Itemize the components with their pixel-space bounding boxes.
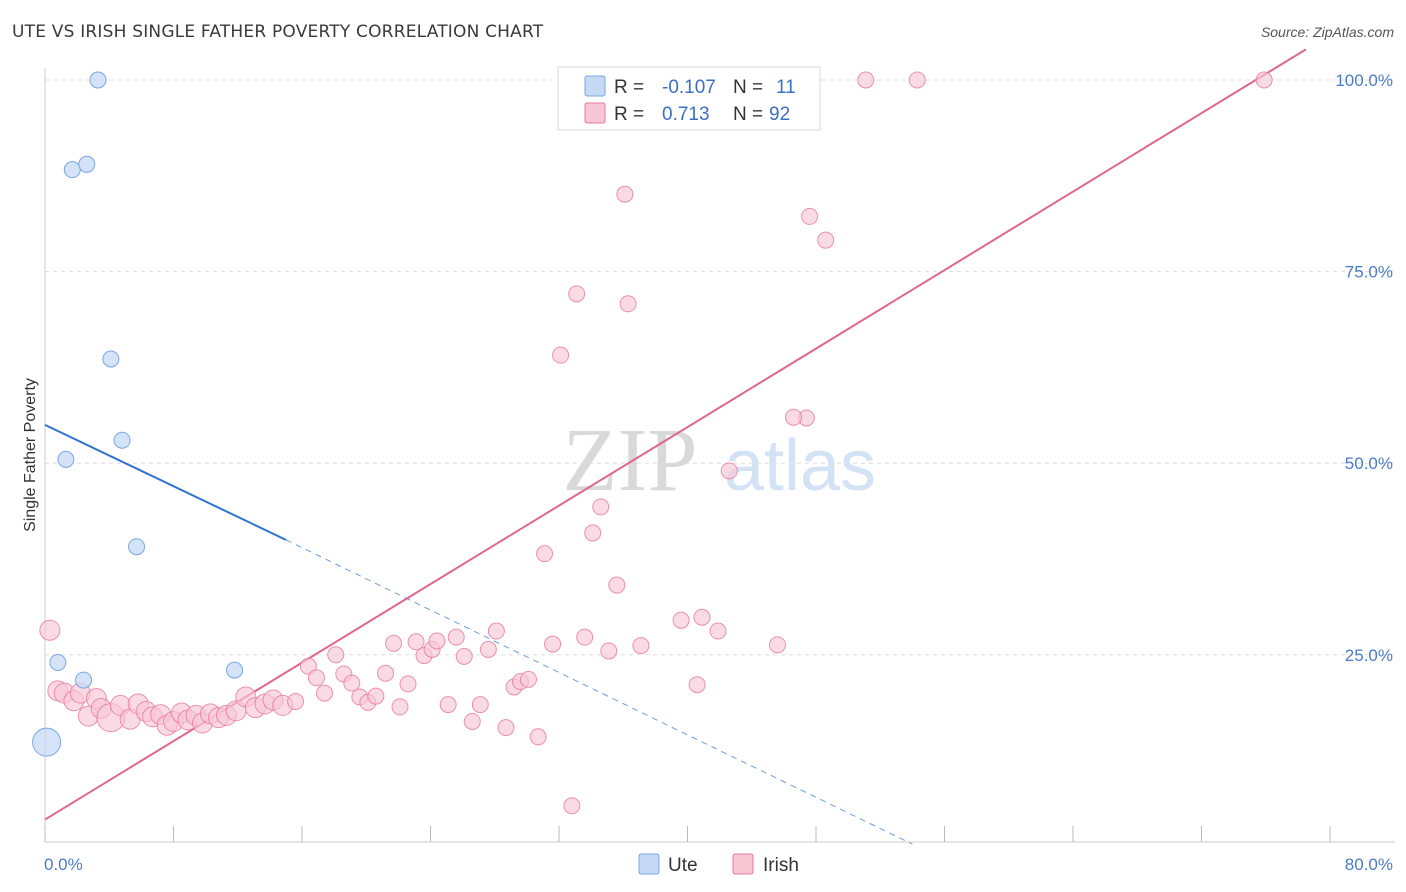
y-axis-title: Single Father Poverty <box>22 378 39 532</box>
ute-n-value: 11 <box>776 77 796 98</box>
irish-point <box>471 696 489 714</box>
irish-point <box>487 622 505 640</box>
irish-trend-line <box>44 48 1307 821</box>
irish-point <box>619 295 637 313</box>
x-tick-label: 0.0% <box>44 855 83 874</box>
ute-point <box>32 727 62 757</box>
irish-point <box>529 728 547 746</box>
irish-point <box>497 719 515 737</box>
irish-point <box>299 657 317 675</box>
irish-point <box>552 346 570 364</box>
ute-swatch <box>584 75 606 97</box>
irish-n-label: N = <box>733 104 763 125</box>
irish-n-value: 92 <box>769 104 790 125</box>
irish-point <box>287 693 305 711</box>
legend-stats: R = -0.107 N = 11 R = 0.713 N = 92 <box>557 66 821 131</box>
irish-point <box>455 647 473 665</box>
tick-labels: 25.0% 50.0% 75.0% 100.0% 0.0% 80.0% <box>44 71 1393 874</box>
ute-point <box>128 538 146 556</box>
axes <box>44 68 1395 843</box>
irish-point <box>544 635 562 653</box>
legend-ute-swatch <box>638 853 660 875</box>
irish-point <box>616 185 634 203</box>
irish-point <box>463 712 481 730</box>
irish-point <box>801 207 819 225</box>
irish-point <box>576 628 594 646</box>
y-tick-label: 75.0% <box>1345 263 1393 282</box>
ute-r-label: R = <box>614 77 644 98</box>
ute-point <box>89 71 107 89</box>
irish-point <box>817 231 835 249</box>
y-tick-label: 100.0% <box>1335 71 1393 90</box>
ute-point <box>57 450 75 468</box>
irish-point <box>479 640 497 658</box>
irish-point <box>39 619 61 641</box>
irish-point <box>439 696 457 714</box>
irish-point <box>608 576 626 594</box>
irish-point <box>428 632 446 650</box>
data-points <box>32 71 1273 815</box>
legend-ute-label: Ute <box>668 855 698 876</box>
irish-point <box>447 628 465 646</box>
irish-point <box>385 634 403 652</box>
watermark: ZIP atlas <box>563 411 877 510</box>
irish-point <box>688 676 706 694</box>
irish-swatch <box>584 102 606 124</box>
irish-point <box>709 622 727 640</box>
irish-point <box>367 687 385 705</box>
irish-point <box>343 674 361 692</box>
irish-point <box>407 633 425 651</box>
irish-point <box>908 71 926 89</box>
ute-n-label: N = <box>733 77 763 98</box>
irish-point <box>720 462 738 480</box>
irish-point <box>785 408 803 426</box>
ute-point <box>113 431 131 449</box>
irish-point <box>857 71 875 89</box>
chart-title: UTE VS IRISH SINGLE FATHER POVERTY CORRE… <box>12 22 544 42</box>
ute-point <box>78 155 96 173</box>
ute-point <box>63 161 81 179</box>
ute-point <box>226 661 244 679</box>
grid-lines <box>45 79 1395 656</box>
ute-trend-line <box>44 423 287 541</box>
irish-point <box>327 646 345 664</box>
irish-point <box>377 664 395 682</box>
irish-r-value: 0.713 <box>662 104 710 125</box>
irish-point <box>1255 71 1273 89</box>
irish-point <box>672 611 690 629</box>
legend-irish-swatch <box>732 853 754 875</box>
irish-point <box>568 285 586 303</box>
ute-point <box>102 350 120 368</box>
irish-point <box>536 545 554 563</box>
trend-lines <box>44 48 1307 845</box>
legend-irish-label: Irish <box>763 855 799 876</box>
ute-point <box>75 671 93 689</box>
irish-point <box>584 524 602 542</box>
watermark-atlas: atlas <box>724 426 876 506</box>
irish-point <box>632 637 650 655</box>
ute-r-value: -0.107 <box>662 77 716 98</box>
irish-point <box>315 684 333 702</box>
y-tick-label: 50.0% <box>1345 454 1393 473</box>
ute-point <box>49 653 67 671</box>
irish-r-label: R = <box>614 104 644 125</box>
irish-point <box>592 498 610 516</box>
x-tick-label: 80.0% <box>1345 855 1393 874</box>
irish-point <box>307 669 325 687</box>
legend-series: Ute Irish <box>638 853 799 876</box>
irish-point <box>391 698 409 716</box>
irish-point <box>563 797 581 815</box>
irish-point <box>600 642 618 660</box>
irish-point <box>399 675 417 693</box>
irish-point <box>519 670 537 688</box>
source-label: Source: ZipAtlas.com <box>1260 24 1394 40</box>
watermark-zip: ZIP <box>563 411 698 510</box>
y-tick-label: 25.0% <box>1345 646 1393 665</box>
irish-point <box>768 636 786 654</box>
irish-point <box>693 608 711 626</box>
